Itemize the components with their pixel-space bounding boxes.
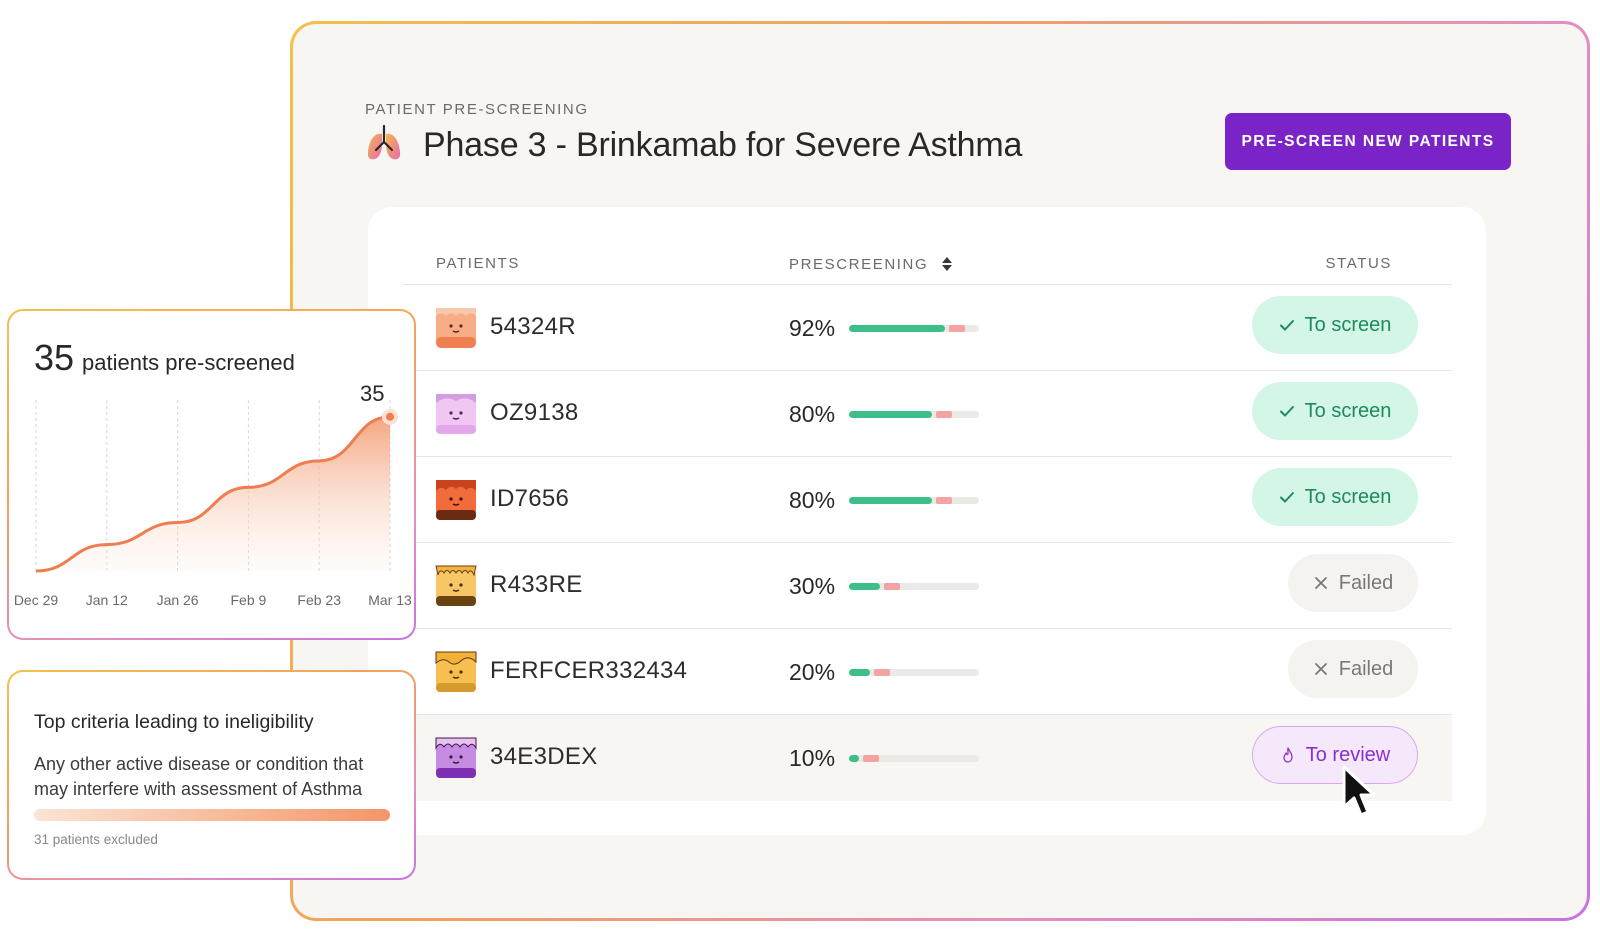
prescreening-percent: 80% <box>789 487 836 513</box>
prescreening-percent: 10% <box>789 745 836 771</box>
pre-screen-new-patients-button[interactable]: PRE-SCREEN NEW PATIENTS <box>1225 113 1511 170</box>
patient-id[interactable]: R433RE <box>490 571 583 598</box>
status-label: To screen <box>1304 399 1392 422</box>
prescreening-percent: 80% <box>789 401 836 427</box>
face-avatar-yellow-icon <box>435 565 477 606</box>
status-badge-to-review[interactable]: To review <box>1252 726 1418 784</box>
prescreening-progress-bar <box>849 497 979 504</box>
main-panel-body: PATIENT PRE-SCREENING Phase 3 - Brinkama… <box>293 24 1587 918</box>
prescreened-chart-card: 35 patients pre-screened Dec 29 Jan 12 Jan… <box>7 309 416 640</box>
face-avatar-lilac-icon <box>436 394 476 434</box>
status-badge-to-screen[interactable]: To screen <box>1252 382 1418 440</box>
prescreening-percent: 30% <box>789 573 836 599</box>
table-row[interactable]: 34E3DEX 10% To review <box>402 715 1452 801</box>
patient-id[interactable]: OZ9138 <box>490 399 579 426</box>
close-icon <box>1314 663 1327 675</box>
x-tick-label: Feb 23 <box>297 592 341 608</box>
prescreening-progress-bar <box>849 583 979 590</box>
mouse-pointer-icon <box>1342 765 1376 817</box>
criteria-footer: 31 patients excluded <box>34 832 158 847</box>
status-label: To screen <box>1304 313 1392 336</box>
face-avatar-gold-icon <box>435 651 477 692</box>
close-icon <box>1314 577 1327 589</box>
criteria-bar <box>34 809 390 821</box>
table-row[interactable]: OZ9138 80% To screen <box>402 371 1452 457</box>
prescreening-progress-bar <box>849 755 979 762</box>
prescreened-count: 35 <box>34 337 75 378</box>
patients-table: PATIENTS PRESCREENING STATUS <box>368 207 1486 835</box>
status-label: To screen <box>1304 485 1392 508</box>
prescreened-chart-card-body: 35 patients pre-screened Dec 29 Jan 12 Jan… <box>9 311 414 638</box>
patient-id[interactable]: 54324R <box>490 313 576 340</box>
criteria-description: Any other active disease or condition th… <box>34 754 364 799</box>
prescreening-percent: 20% <box>789 659 836 685</box>
main-panel: PATIENT PRE-SCREENING Phase 3 - Brinkama… <box>290 21 1590 921</box>
chart-area <box>36 416 390 571</box>
x-tick-label: Jan 12 <box>86 592 128 608</box>
x-tick-label: Jan 26 <box>157 592 199 608</box>
prescreening-progress-bar <box>849 669 979 676</box>
table-row[interactable]: R433RE 30% Failed <box>402 543 1452 629</box>
status-label: Failed <box>1338 657 1394 680</box>
column-header-status: STATUS <box>1325 255 1392 272</box>
status-badge-to-screen[interactable]: To screen <box>1252 468 1418 526</box>
status-badge-to-screen[interactable]: To screen <box>1252 296 1418 354</box>
flame-icon <box>1283 747 1293 763</box>
x-tick-label: Mar 13 <box>368 592 412 608</box>
face-avatar-red-icon <box>436 480 476 520</box>
prescreening-progress-bar <box>849 325 979 332</box>
table-header: PATIENTS PRESCREENING STATUS <box>402 207 1452 285</box>
title-row: Phase 3 - Brinkamab for Severe Asthma <box>363 124 1022 166</box>
page-title: Phase 3 - Brinkamab for Severe Asthma <box>423 125 1023 164</box>
x-tick-label: Feb 9 <box>230 592 266 608</box>
data-label: 35 <box>360 381 384 406</box>
face-avatar-purple-icon <box>435 737 477 778</box>
face-avatar-orange-icon <box>436 308 476 348</box>
check-icon <box>1279 492 1294 503</box>
ineligibility-criteria-card: Top criteria leading to ineligibility An… <box>7 670 416 880</box>
table-row[interactable]: 54324R 92% To screen <box>402 285 1452 371</box>
prescreening-progress-bar <box>849 411 979 418</box>
ineligibility-criteria-card-body: Top criteria leading to ineligibility An… <box>9 672 414 878</box>
sort-icon[interactable] <box>940 255 954 273</box>
check-icon <box>1279 320 1294 331</box>
chart-headline: 35 patients pre-screened <box>34 337 295 379</box>
section-eyebrow: PATIENT PRE-SCREENING <box>365 101 589 118</box>
prescreened-area-chart: Dec 29 Jan 12 Jan 26 Feb 9 Feb 23 Mar 13 35 <box>14 381 412 608</box>
column-header-prescreening[interactable]: PRESCREENING <box>789 255 954 273</box>
status-badge-failed[interactable]: Failed <box>1288 640 1418 698</box>
prescreened-label: patients pre-screened <box>82 350 295 375</box>
column-header-patients: PATIENTS <box>436 255 520 272</box>
status-label: To review <box>1305 743 1391 766</box>
lungs-icon <box>367 124 401 160</box>
prescreening-percent: 92% <box>789 315 836 341</box>
patient-id[interactable]: ID7656 <box>490 485 570 512</box>
column-header-prescreening-label: PRESCREENING <box>789 255 929 273</box>
check-icon <box>1279 406 1294 417</box>
criteria-title: Top criteria leading to ineligibility <box>34 711 314 733</box>
x-tick-label: Dec 29 <box>14 592 59 608</box>
table-row[interactable]: ID7656 80% To screen <box>402 457 1452 543</box>
chart-point <box>382 408 398 425</box>
patient-id[interactable]: 34E3DEX <box>490 743 598 770</box>
chart-line <box>35 415 391 573</box>
table-row[interactable]: FERFCER332434 20% Failed <box>402 629 1452 715</box>
status-badge-failed[interactable]: Failed <box>1288 554 1418 612</box>
patient-id[interactable]: FERFCER332434 <box>490 657 688 684</box>
status-label: Failed <box>1338 571 1394 594</box>
